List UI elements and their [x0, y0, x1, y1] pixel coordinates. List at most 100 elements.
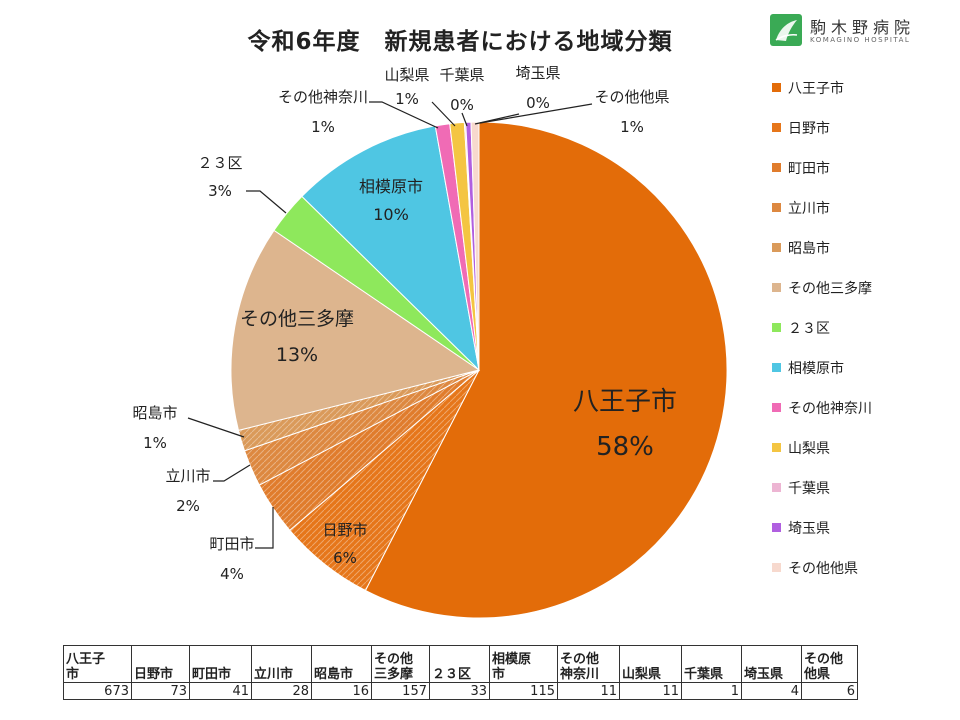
legend-item-6: ２３区: [772, 318, 952, 358]
slice-label-2: 町田市: [209, 535, 254, 553]
slice-percent-0: 58%: [596, 432, 654, 462]
legend-label-1: 日野市: [788, 121, 830, 137]
pie-slice-hatch-4: [238, 370, 479, 451]
slice-label-5: その他三多摩: [240, 308, 354, 330]
legend-label-0: 八王子市: [788, 81, 844, 97]
slice-percent-12: 1%: [620, 118, 644, 136]
legend-item-10: 千葉県: [772, 478, 952, 518]
legend-item-2: 町田市: [772, 158, 952, 198]
leader-line-2: [255, 507, 274, 549]
table-header-cell-8: その他 神奈川: [557, 645, 620, 683]
slice-percent-1: 6%: [333, 549, 357, 567]
pie-slice-7: [301, 125, 480, 372]
legend-swatch-10: [772, 483, 781, 492]
table-value-cell-2: 41: [189, 682, 252, 700]
leader-line-8: [369, 101, 439, 129]
table-value-cell-12: 6: [801, 682, 858, 700]
slice-label-0: 八王子市: [573, 387, 677, 417]
slice-label-11: 埼玉県: [515, 64, 560, 82]
table-value-cell-6: 33: [429, 682, 490, 700]
table-value-cell-4: 16: [311, 682, 372, 700]
logo-subtitle: KOMAGINO HOSPITAL: [810, 36, 911, 44]
legend-item-4: 昭島市: [772, 238, 952, 278]
legend-label-5: その他三多摩: [788, 281, 872, 297]
legend-label-2: 町田市: [788, 161, 830, 177]
pie-chart: 八王子市 58% 日野市 6% 町田市 4% 立川市 2% 昭島市 1% その他三多摩 13% ２３区 3…: [132, 64, 728, 619]
legend-label-3: 立川市: [788, 201, 830, 217]
table-header-cell-4: 昭島市: [311, 645, 372, 683]
slice-percent-11: 0%: [526, 94, 550, 112]
table-value-cell-3: 28: [251, 682, 312, 700]
table-value-cell-7: 115: [489, 682, 558, 700]
legend-item-0: 八王子市: [772, 78, 952, 118]
pie-slice-hatch-2: [259, 370, 479, 531]
hospital-logo: 駒木野病院 KOMAGINO HOSPITAL: [770, 14, 940, 48]
slice-percent-4: 1%: [143, 434, 167, 452]
table-header-cell-7: 相模原 市: [489, 645, 558, 683]
table-header-cell-5: その他 三多摩: [371, 645, 430, 683]
pie-slice-0: [364, 121, 728, 619]
table-header-cell-0: 八王子 市: [63, 645, 132, 683]
slice-label-12: その他他県: [594, 88, 669, 106]
table-header-cell-3: 立川市: [251, 645, 312, 683]
legend-label-11: 埼玉県: [788, 521, 830, 537]
legend-swatch-5: [772, 283, 781, 292]
table-value-cell-8: 11: [557, 682, 620, 700]
slice-percent-7: 10%: [373, 205, 409, 224]
legend-swatch-7: [772, 363, 781, 372]
legend-swatch-1: [772, 123, 781, 132]
slice-percent-8: 1%: [311, 118, 335, 136]
table-header-cell-10: 千葉県: [681, 645, 742, 683]
slice-percent-6: 3%: [208, 182, 232, 200]
legend-label-7: 相模原市: [788, 361, 844, 377]
legend-label-12: その他他県: [788, 561, 858, 577]
legend-swatch-2: [772, 163, 781, 172]
leader-line-3: [213, 464, 251, 482]
legend-label-10: 千葉県: [788, 481, 830, 497]
leader-line-10: [461, 112, 468, 127]
table-header-cell-2: 町田市: [189, 645, 252, 683]
leader-line-12: [479, 103, 593, 124]
legend-label-4: 昭島市: [788, 241, 830, 257]
chart-title: 令和6年度 新規患者における地域分類: [247, 29, 673, 55]
legend-label-6: ２３区: [788, 321, 830, 337]
slice-percent-9: 1%: [395, 90, 419, 108]
legend-item-1: 日野市: [772, 118, 952, 158]
table-value-cell-11: 4: [741, 682, 802, 700]
legend-item-11: 埼玉県: [772, 518, 952, 558]
legend-label-8: その他神奈川: [788, 401, 872, 417]
table-value-cell-1: 73: [131, 682, 190, 700]
table-header-row: 八王子 市日野市 町田市 立川市 昭島市 その他 三多摩 ２３区 相模原 市その他 神奈川山…: [63, 645, 858, 683]
pie-slice-hatch-1: [289, 370, 479, 591]
slice-label-10: 千葉県: [439, 66, 484, 84]
legend-item-8: その他神奈川: [772, 398, 952, 438]
slice-label-1: 日野市: [322, 521, 367, 539]
legend-swatch-3: [772, 203, 781, 212]
pie-slice-hatch-3: [244, 370, 479, 486]
slice-percent-10: 0%: [450, 96, 474, 114]
legend-swatch-12: [772, 563, 781, 572]
chart-legend: 八王子市日野市町田市立川市昭島市その他三多摩 ２３区相模原市その他神奈川山梨県千葉…: [772, 78, 952, 598]
slice-label-6: ２３区: [197, 154, 242, 172]
table-header-cell-1: 日野市: [131, 645, 190, 683]
slice-label-8: その他神奈川: [278, 88, 368, 106]
table-header-cell-11: 埼玉県: [741, 645, 802, 683]
legend-item-12: その他他県: [772, 558, 952, 598]
legend-swatch-4: [772, 243, 781, 252]
slice-label-3: 立川市: [165, 467, 210, 485]
slice-label-4: 昭島市: [132, 404, 177, 422]
leader-line-6: [246, 190, 287, 214]
legend-item-9: 山梨県: [772, 438, 952, 478]
logo-name: 駒木野病院: [810, 18, 916, 37]
table-header-cell-6: ２３区: [429, 645, 490, 683]
legend-swatch-0: [772, 83, 781, 92]
table-value-cell-9: 11: [619, 682, 682, 700]
slice-percent-5: 13%: [276, 344, 318, 366]
slice-percent-3: 2%: [176, 497, 200, 515]
table-value-cell-0: 673: [63, 682, 132, 700]
legend-item-7: 相模原市: [772, 358, 952, 398]
pie-slice-5: [230, 229, 481, 431]
leader-line-4: [187, 417, 245, 438]
pie-slice-12: [470, 121, 480, 371]
legend-item-3: 立川市: [772, 198, 952, 238]
